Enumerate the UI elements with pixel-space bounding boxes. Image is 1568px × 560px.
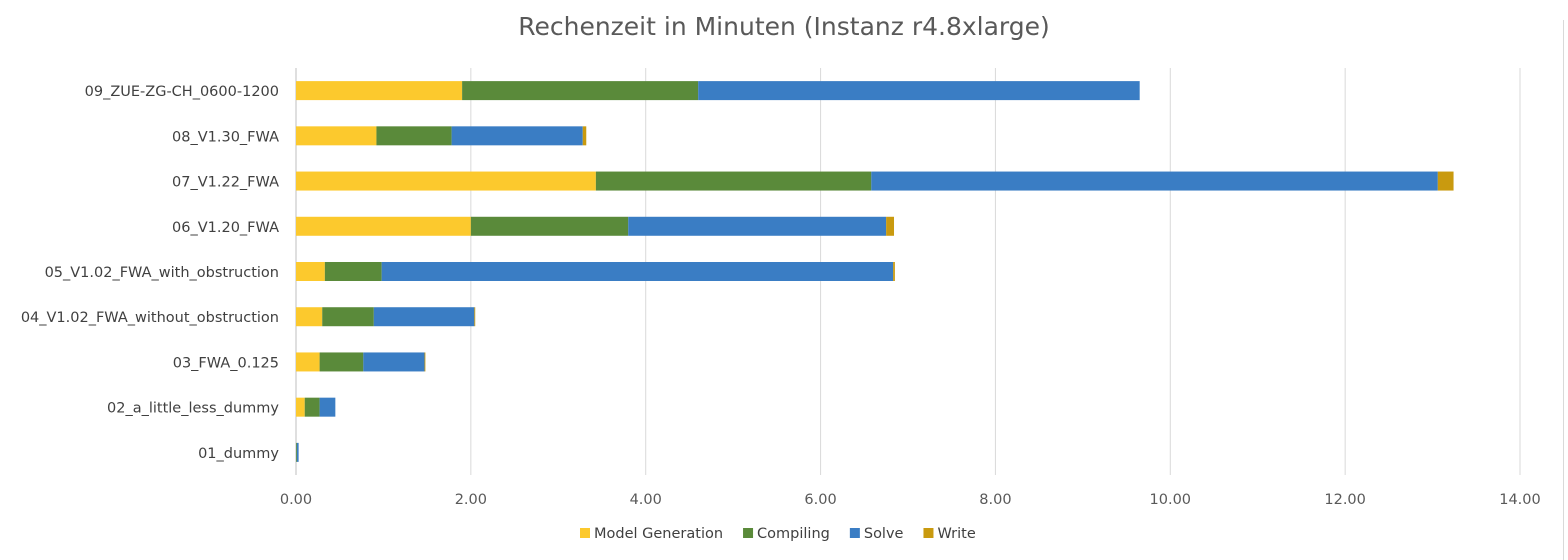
x-tick-labels: 0.00 2.00 4.00 6.00 8.00 10.00 12.00 14.00 [280,492,1541,508]
bar-segment-7-2 [319,397,336,417]
bar-segment-5-0 [296,307,323,327]
x-tick-label: 4.00 [630,492,662,508]
bar-segment-2-1 [595,171,872,191]
legend-swatch-1 [743,528,754,538]
bar-segment-3-0 [296,216,471,236]
x-tick-label: 12.00 [1324,492,1366,508]
bar-segment-1-0 [296,126,377,146]
bar-segment-7-0 [296,397,305,417]
bar-segment-6-3 [424,352,426,372]
bar-segment-2-0 [296,171,596,191]
bar-segment-0-2 [698,81,1140,101]
bar-segment-6-2 [363,352,425,372]
bar-segment-7-1 [304,397,320,417]
x-tick-label: 6.00 [804,492,836,508]
legend-swatch-0 [580,528,590,538]
bar-segment-3-3 [886,216,895,236]
bar-segment-6-1 [319,352,364,372]
legend-label-3: Write [937,526,975,542]
category-label: 04_V1.02_FWA_without_obstruction [21,310,279,326]
category-label: 06_V1.20_FWA [172,220,279,236]
bar-segment-4-1 [324,262,382,281]
legend-label-2: Solve [864,526,904,542]
bar-segment-5-2 [373,307,475,327]
category-label: 01_dummy [198,446,279,462]
bar-segment-4-2 [381,262,894,281]
legend-swatch-3 [923,528,934,538]
x-tick-label: 0.00 [280,492,312,508]
category-label: 05_V1.02_FWA_with_obstruction [45,265,279,281]
category-label: 09_ZUE-ZG-CH_0600-1200 [85,84,279,100]
category-labels: 09_ZUE-ZG-CH_0600-1200 08_V1.30_FWA 07_V1.… [21,84,280,462]
category-label: 03_FWA_0.125 [173,355,279,371]
bar-segment-0-0 [296,81,463,101]
bar-segment-4-3 [893,262,895,281]
chart-title: Rechenzeit in Minuten (Instanz r4.8xlarg… [518,12,1050,41]
bar-segment-5-3 [474,307,476,327]
x-tick-label: 2.00 [455,492,487,508]
legend: Model Generation Compiling Solve Write [580,526,976,542]
bar-segment-4-0 [296,262,325,281]
bar-segment-0-1 [462,81,699,101]
bar-segment-8-2 [296,442,299,462]
bars-layer [296,81,1454,462]
category-label: 02_a_little_less_dummy [107,401,279,417]
bar-segment-6-0 [296,352,320,372]
bar-segment-2-2 [871,171,1438,191]
category-label: 08_V1.30_FWA [172,129,279,145]
category-label: 07_V1.22_FWA [172,175,279,191]
chart-area-edge [1563,20,1564,560]
bar-segment-8-1 [296,442,297,462]
x-tick-label: 14.00 [1499,492,1541,508]
legend-label-1: Compiling [757,526,830,542]
x-tick-label: 10.00 [1150,492,1192,508]
bar-segment-3-1 [470,216,629,236]
bar-segment-3-2 [628,216,887,236]
x-tick-label: 8.00 [979,492,1011,508]
bar-segment-1-1 [376,126,452,146]
bar-segment-1-2 [451,126,583,146]
bar-segment-1-3 [582,126,587,146]
bar-segment-2-3 [1437,171,1454,191]
legend-label-0: Model Generation [594,526,723,542]
legend-swatch-2 [849,528,860,538]
bar-segment-5-1 [322,307,374,327]
